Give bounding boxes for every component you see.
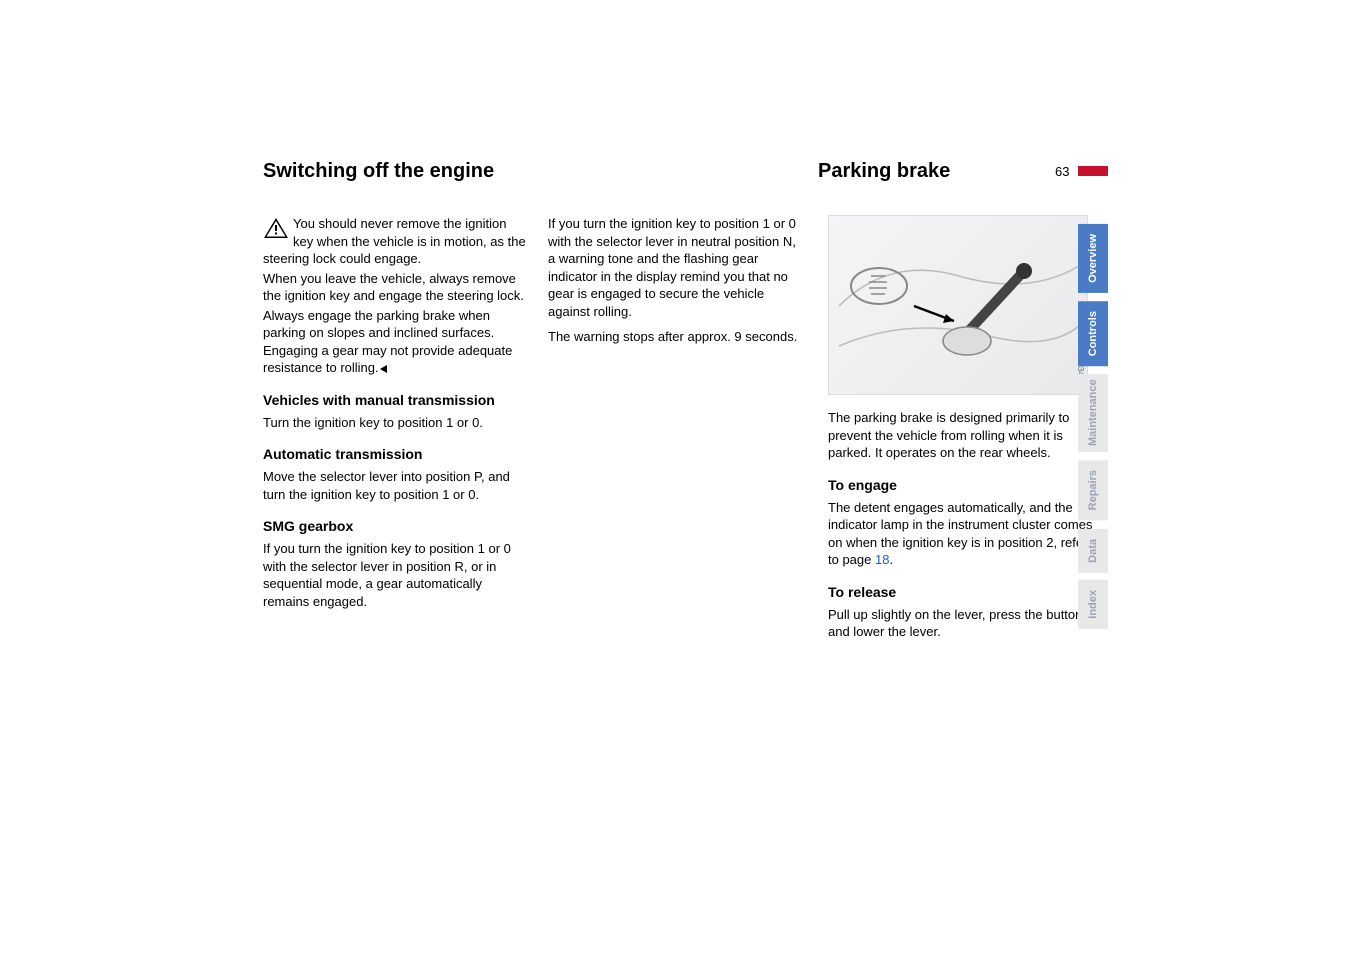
heading-to-release: To release [828,583,1093,602]
text-manual-transmission: Turn the ignition key to position 1 or 0… [263,414,528,432]
columns: You should never remove the ignition key… [263,215,1083,643]
warning-icon [263,217,289,239]
side-tabs: Overview Controls Maintenance Repairs Da… [1078,224,1108,629]
heading-to-engage: To engage [828,476,1093,495]
text-to-engage-a: The detent engages automatically, and th… [828,500,1092,568]
text-smg-gearbox: If you turn the ignition key to position… [263,540,528,610]
text-to-release: Pull up slightly on the lever, press the… [828,606,1093,641]
parking-brake-svg [829,216,1088,395]
warning-text-1: You should never remove the ignition key… [263,216,526,266]
heading-automatic-transmission: Automatic transmission [263,445,528,464]
page-ref-link[interactable]: 18 [875,552,889,567]
text-to-engage-b: . [889,552,893,567]
warning-text-2: When you leave the vehicle, always remov… [263,270,528,305]
header-row: Switching off the engine Parking brake [263,160,1083,215]
tab-data[interactable]: Data [1078,529,1108,573]
text-parking-intro: The parking brake is designed primarily … [828,409,1093,462]
parking-brake-illustration: MV00340MA [828,215,1088,395]
red-accent-bar [1078,166,1108,176]
tab-repairs[interactable]: Repairs [1078,460,1108,520]
heading-smg-gearbox: SMG gearbox [263,517,528,536]
text-automatic-transmission: Move the selector lever into position P,… [263,468,528,503]
warning-text-3: Always engage the parking brake when par… [263,307,528,377]
column-2: If you turn the ignition key to position… [548,215,798,643]
warning-block: You should never remove the ignition key… [263,215,528,268]
text-to-engage: The detent engages automatically, and th… [828,499,1093,569]
column-1: You should never remove the ignition key… [263,215,528,643]
text-warning-stops: The warning stops after approx. 9 second… [548,328,798,346]
tab-controls[interactable]: Controls [1078,301,1108,366]
tab-maintenance[interactable]: Maintenance [1078,374,1108,452]
page-content: Switching off the engine Parking brake Y… [263,160,1083,643]
end-arrow-icon [379,364,389,374]
page-number: 63 [1055,164,1069,179]
column-3: MV00340MA The parking brake is designed … [828,215,1093,643]
heading-manual-transmission: Vehicles with manual transmission [263,391,528,410]
title-parking-brake: Parking brake [818,160,1083,183]
text-ignition-neutral: If you turn the ignition key to position… [548,215,798,320]
title-switching-off: Switching off the engine [263,160,798,183]
tab-index[interactable]: Index [1078,580,1108,629]
tab-overview[interactable]: Overview [1078,224,1108,293]
